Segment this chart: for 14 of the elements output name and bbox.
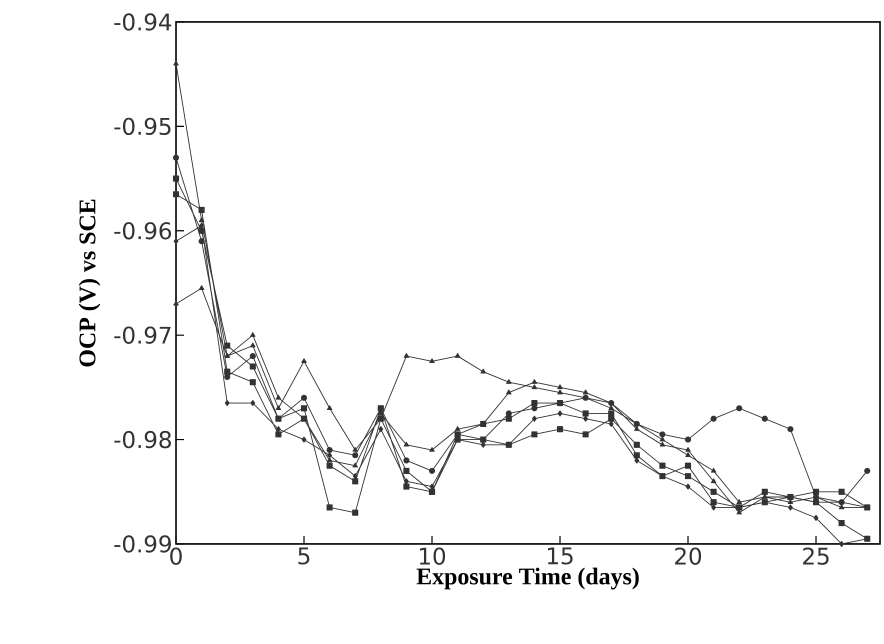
x-tick-label: 20 <box>675 547 702 565</box>
y-tick-label: -0.97 <box>114 326 171 344</box>
y-tick-label: -0.98 <box>114 430 171 448</box>
y-axis-title: OCP (V) vs SCE <box>78 200 100 366</box>
y-tick-label: -0.94 <box>114 13 172 31</box>
x-axis-title: Exposure Time (days) <box>416 568 639 590</box>
y-tick-label: -0.99 <box>114 535 171 553</box>
y-tick-label: -0.96 <box>114 222 172 240</box>
x-tick-label: 0 <box>170 547 182 565</box>
x-tick-label: 10 <box>420 547 446 565</box>
y-tick-label: -0.95 <box>114 118 170 136</box>
x-tick-label: 15 <box>548 548 573 565</box>
x-tick-label: 5 <box>298 548 310 565</box>
x-tick-label: 25 <box>803 547 829 565</box>
